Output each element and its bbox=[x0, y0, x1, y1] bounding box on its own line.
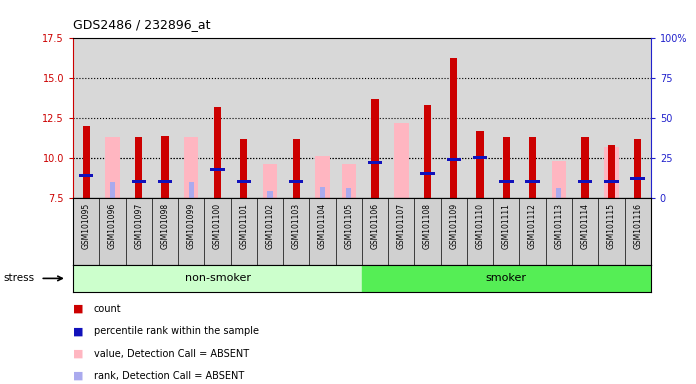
Bar bbox=[320, 187, 325, 198]
Bar bbox=[372, 99, 379, 198]
Text: ■: ■ bbox=[73, 326, 84, 336]
Bar bbox=[346, 188, 351, 198]
Bar bbox=[394, 123, 409, 198]
Bar bbox=[503, 137, 510, 198]
Text: GSM101102: GSM101102 bbox=[265, 203, 274, 249]
Text: GSM101112: GSM101112 bbox=[528, 203, 537, 249]
Text: GSM101096: GSM101096 bbox=[108, 203, 117, 249]
Text: GSM101109: GSM101109 bbox=[450, 203, 459, 249]
Bar bbox=[631, 177, 645, 180]
Text: percentile rank within the sample: percentile rank within the sample bbox=[94, 326, 259, 336]
Text: GSM101110: GSM101110 bbox=[475, 203, 484, 249]
Bar bbox=[499, 180, 514, 183]
Text: GSM101107: GSM101107 bbox=[397, 203, 406, 249]
Bar bbox=[525, 180, 540, 183]
Text: value, Detection Call = ABSENT: value, Detection Call = ABSENT bbox=[94, 349, 249, 359]
Bar bbox=[556, 188, 562, 198]
Text: GSM101097: GSM101097 bbox=[134, 203, 143, 249]
Bar bbox=[267, 191, 273, 198]
Bar bbox=[161, 136, 168, 198]
Text: GSM101098: GSM101098 bbox=[161, 203, 170, 249]
Text: GSM101115: GSM101115 bbox=[607, 203, 616, 249]
Bar bbox=[367, 161, 382, 164]
Text: GSM101116: GSM101116 bbox=[633, 203, 642, 249]
Bar bbox=[473, 157, 487, 159]
Text: non-smoker: non-smoker bbox=[184, 273, 251, 283]
Bar bbox=[289, 180, 303, 183]
Text: ■: ■ bbox=[73, 371, 84, 381]
Bar bbox=[292, 139, 300, 198]
Bar bbox=[158, 180, 172, 183]
Bar bbox=[237, 180, 251, 183]
Bar bbox=[73, 265, 362, 292]
Bar bbox=[552, 161, 566, 198]
Bar bbox=[214, 107, 221, 198]
Bar bbox=[581, 137, 589, 198]
Text: GSM101103: GSM101103 bbox=[292, 203, 301, 249]
Bar bbox=[362, 265, 651, 292]
Bar bbox=[210, 168, 225, 170]
Bar bbox=[578, 180, 592, 183]
Bar bbox=[79, 174, 93, 177]
Text: GSM101108: GSM101108 bbox=[423, 203, 432, 249]
Bar bbox=[105, 137, 120, 198]
Bar bbox=[604, 180, 619, 183]
Text: GDS2486 / 232896_at: GDS2486 / 232896_at bbox=[73, 18, 211, 31]
Bar bbox=[263, 164, 277, 198]
Bar bbox=[424, 105, 432, 198]
Bar bbox=[420, 172, 435, 175]
Bar bbox=[609, 188, 614, 198]
Bar bbox=[110, 182, 115, 198]
Text: rank, Detection Call = ABSENT: rank, Detection Call = ABSENT bbox=[94, 371, 244, 381]
Bar bbox=[634, 139, 641, 198]
Bar bbox=[447, 158, 461, 161]
Bar bbox=[604, 147, 619, 198]
Bar bbox=[342, 164, 356, 198]
Bar bbox=[83, 126, 90, 198]
Text: GSM101111: GSM101111 bbox=[502, 203, 511, 249]
Bar bbox=[184, 137, 198, 198]
Text: ■: ■ bbox=[73, 349, 84, 359]
Text: GSM101095: GSM101095 bbox=[81, 203, 90, 249]
Text: stress: stress bbox=[3, 273, 35, 283]
Text: GSM101113: GSM101113 bbox=[554, 203, 563, 249]
Bar bbox=[315, 156, 330, 198]
Bar bbox=[608, 145, 615, 198]
Bar bbox=[476, 131, 484, 198]
Bar bbox=[240, 139, 248, 198]
Text: smoker: smoker bbox=[486, 273, 527, 283]
Bar bbox=[529, 137, 537, 198]
Bar bbox=[132, 180, 146, 183]
Text: GSM101114: GSM101114 bbox=[580, 203, 590, 249]
Text: GSM101104: GSM101104 bbox=[318, 203, 327, 249]
Text: ■: ■ bbox=[73, 304, 84, 314]
Text: GSM101101: GSM101101 bbox=[239, 203, 248, 249]
Text: GSM101105: GSM101105 bbox=[345, 203, 354, 249]
Text: count: count bbox=[94, 304, 122, 314]
Bar bbox=[135, 137, 143, 198]
Bar bbox=[189, 182, 194, 198]
Bar bbox=[450, 58, 457, 198]
Text: GSM101106: GSM101106 bbox=[370, 203, 379, 249]
Text: GSM101100: GSM101100 bbox=[213, 203, 222, 249]
Text: GSM101099: GSM101099 bbox=[187, 203, 196, 249]
